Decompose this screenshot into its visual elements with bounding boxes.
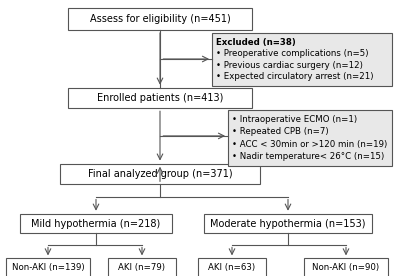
Text: • Preoperative complications (n=5): • Preoperative complications (n=5) — [216, 49, 368, 58]
Bar — [204, 214, 372, 233]
Text: Mild hypothermia (n=218): Mild hypothermia (n=218) — [31, 219, 161, 229]
Text: • Expected circulatory arrest (n=21): • Expected circulatory arrest (n=21) — [216, 72, 374, 81]
Bar — [68, 88, 252, 108]
Bar — [6, 258, 90, 276]
Bar — [198, 258, 266, 276]
Text: Non-AKI (n=139): Non-AKI (n=139) — [12, 263, 84, 272]
Text: Moderate hypothermia (n=153): Moderate hypothermia (n=153) — [210, 219, 366, 229]
Text: Final analyzed group (n=371): Final analyzed group (n=371) — [88, 169, 232, 179]
Text: Enrolled patients (n=413): Enrolled patients (n=413) — [97, 93, 223, 103]
Bar — [68, 8, 252, 30]
Bar — [20, 214, 172, 233]
Text: • Nadir temperature< 26°C (n=15): • Nadir temperature< 26°C (n=15) — [232, 152, 384, 161]
Text: • Repeated CPB (n=7): • Repeated CPB (n=7) — [232, 128, 329, 136]
Text: AKI (n=79): AKI (n=79) — [118, 263, 166, 272]
Bar — [108, 258, 176, 276]
Text: • ACC < 30min or >120 min (n=19): • ACC < 30min or >120 min (n=19) — [232, 140, 387, 148]
Text: AKI (n=63): AKI (n=63) — [208, 263, 256, 272]
Bar — [212, 33, 392, 86]
Bar — [228, 110, 392, 166]
Bar — [60, 163, 260, 184]
Text: Non-AKI (n=90): Non-AKI (n=90) — [312, 263, 380, 272]
Text: • Intraoperative ECMO (n=1): • Intraoperative ECMO (n=1) — [232, 115, 357, 124]
Text: Assess for eligibility (n=451): Assess for eligibility (n=451) — [90, 14, 230, 24]
Text: Excluded (n=38): Excluded (n=38) — [216, 38, 296, 47]
Text: • Previous cardiac surgery (n=12): • Previous cardiac surgery (n=12) — [216, 60, 363, 70]
Bar — [304, 258, 388, 276]
